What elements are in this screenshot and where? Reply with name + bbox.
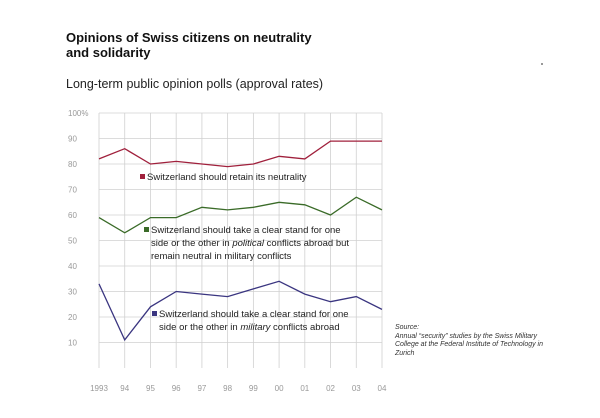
legend-label: remain neutral in military conflicts xyxy=(151,251,292,262)
y-tick-label: 20 xyxy=(68,313,77,322)
source-note: Source: Annual “security” studies by the… xyxy=(395,324,545,358)
legend-label: side or the other in political conflicts… xyxy=(151,238,349,249)
y-tick-label: 80 xyxy=(68,160,77,169)
x-tick-label: 94 xyxy=(120,384,129,393)
x-tick-label: 04 xyxy=(378,384,387,393)
y-tick-label: 100% xyxy=(68,109,88,118)
source-text: Annual “security” studies by the Swiss M… xyxy=(395,332,544,357)
series-line xyxy=(98,196,383,234)
decorative-dot xyxy=(541,63,543,65)
x-tick-label: 98 xyxy=(223,384,232,393)
chart-title: Opinions of Swiss citizens on neutrality… xyxy=(66,30,312,60)
y-tick-label: 90 xyxy=(68,135,77,144)
y-tick-label: 60 xyxy=(68,211,77,220)
source-title: Source: xyxy=(395,324,420,331)
series-line xyxy=(98,140,382,168)
y-tick-label: 50 xyxy=(68,237,77,246)
legend-marker xyxy=(152,311,157,316)
legend-label: Switzerland should retain its neutrality xyxy=(147,172,307,183)
x-tick-label: 02 xyxy=(326,384,335,393)
x-tick-label: 96 xyxy=(172,384,181,393)
legend-label: Switzerland should take a clear stand fo… xyxy=(151,225,341,236)
y-tick-label: 30 xyxy=(68,288,77,297)
y-tick-label: 10 xyxy=(68,339,77,348)
legend-label: side or the other in military conflicts … xyxy=(159,322,340,333)
x-tick-label: 00 xyxy=(275,384,284,393)
legend-marker xyxy=(144,227,149,232)
series-line xyxy=(98,280,383,342)
legend-marker xyxy=(140,174,145,179)
y-tick-label: 70 xyxy=(68,186,77,195)
x-tick-label: 95 xyxy=(146,384,155,393)
x-tick-label: 99 xyxy=(249,384,258,393)
y-tick-label: 40 xyxy=(68,262,77,271)
x-tick-label: 01 xyxy=(300,384,309,393)
chart-subtitle: Long-term public opinion polls (approval… xyxy=(66,77,324,91)
legend-label: Switzerland should take a clear stand fo… xyxy=(159,309,349,320)
x-tick-label: 03 xyxy=(352,384,361,393)
x-tick-label: 97 xyxy=(197,384,206,393)
x-tick-label: 1993 xyxy=(90,384,108,393)
